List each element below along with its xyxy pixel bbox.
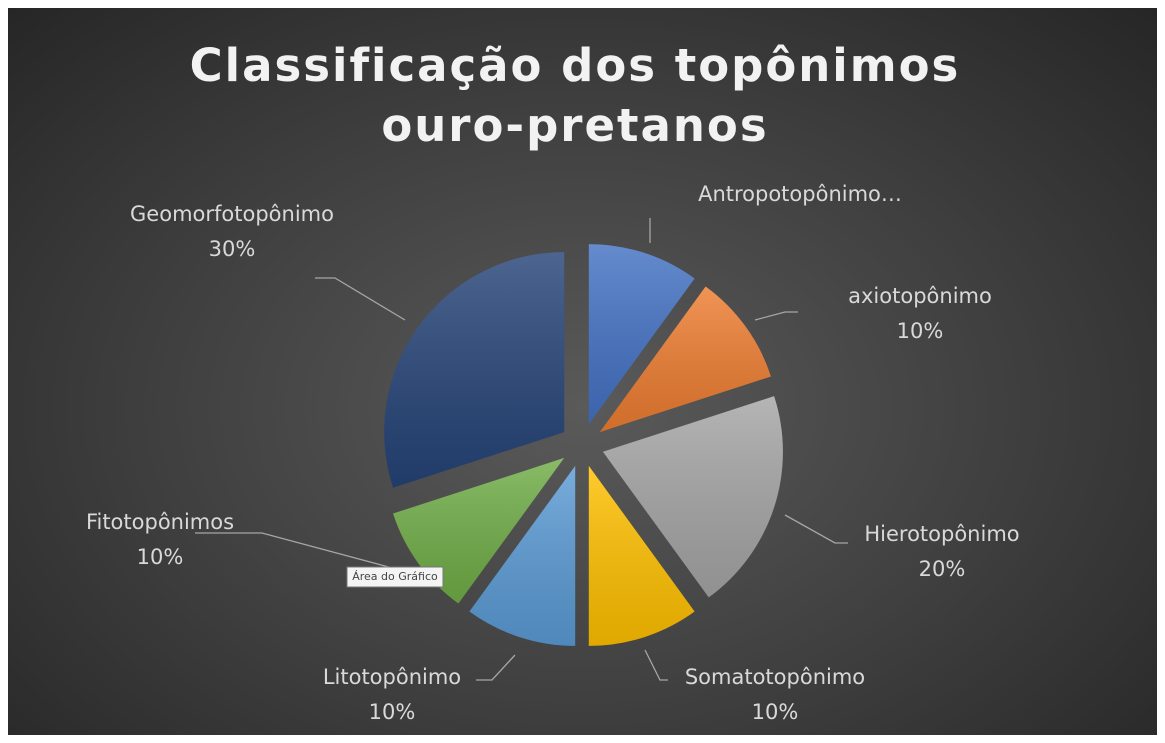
slice-shade <box>588 244 695 425</box>
slice-shade <box>588 465 695 646</box>
value-label: 30% <box>209 237 256 261</box>
slice-label: Litotopônimo <box>323 665 461 689</box>
value-label: 10% <box>752 700 799 724</box>
slice-shade <box>602 396 783 598</box>
leader-line <box>315 277 406 321</box>
leader-line <box>754 311 798 321</box>
chart-title: Classificação dos topônimos ouro-pretano… <box>189 39 961 152</box>
leader-line <box>784 514 848 544</box>
value-label: 10% <box>369 700 416 724</box>
value-label: 20% <box>919 557 966 581</box>
tooltip-text: Área do Gráfico <box>352 570 438 583</box>
slice-label: Somatotopônimo <box>685 665 865 689</box>
leader-line <box>195 532 401 571</box>
chart-area <box>8 8 1157 735</box>
slice-shade <box>384 252 565 488</box>
slice-label: Fitotopônimos <box>86 510 234 534</box>
slice-label: axiotopônimo <box>848 284 992 308</box>
slice-shade <box>599 286 771 433</box>
value-label: 10% <box>897 319 944 343</box>
leader-line <box>476 654 516 681</box>
slice-shade <box>469 465 576 646</box>
slice-label: Hierotopônimo <box>864 522 1019 546</box>
tooltip-box <box>346 566 444 588</box>
value-label: 10% <box>137 545 184 569</box>
slice-label: Geomorfotopônimo <box>130 202 334 226</box>
slice-label: Antropotopônimo… <box>698 182 902 206</box>
leader-line <box>644 649 668 681</box>
